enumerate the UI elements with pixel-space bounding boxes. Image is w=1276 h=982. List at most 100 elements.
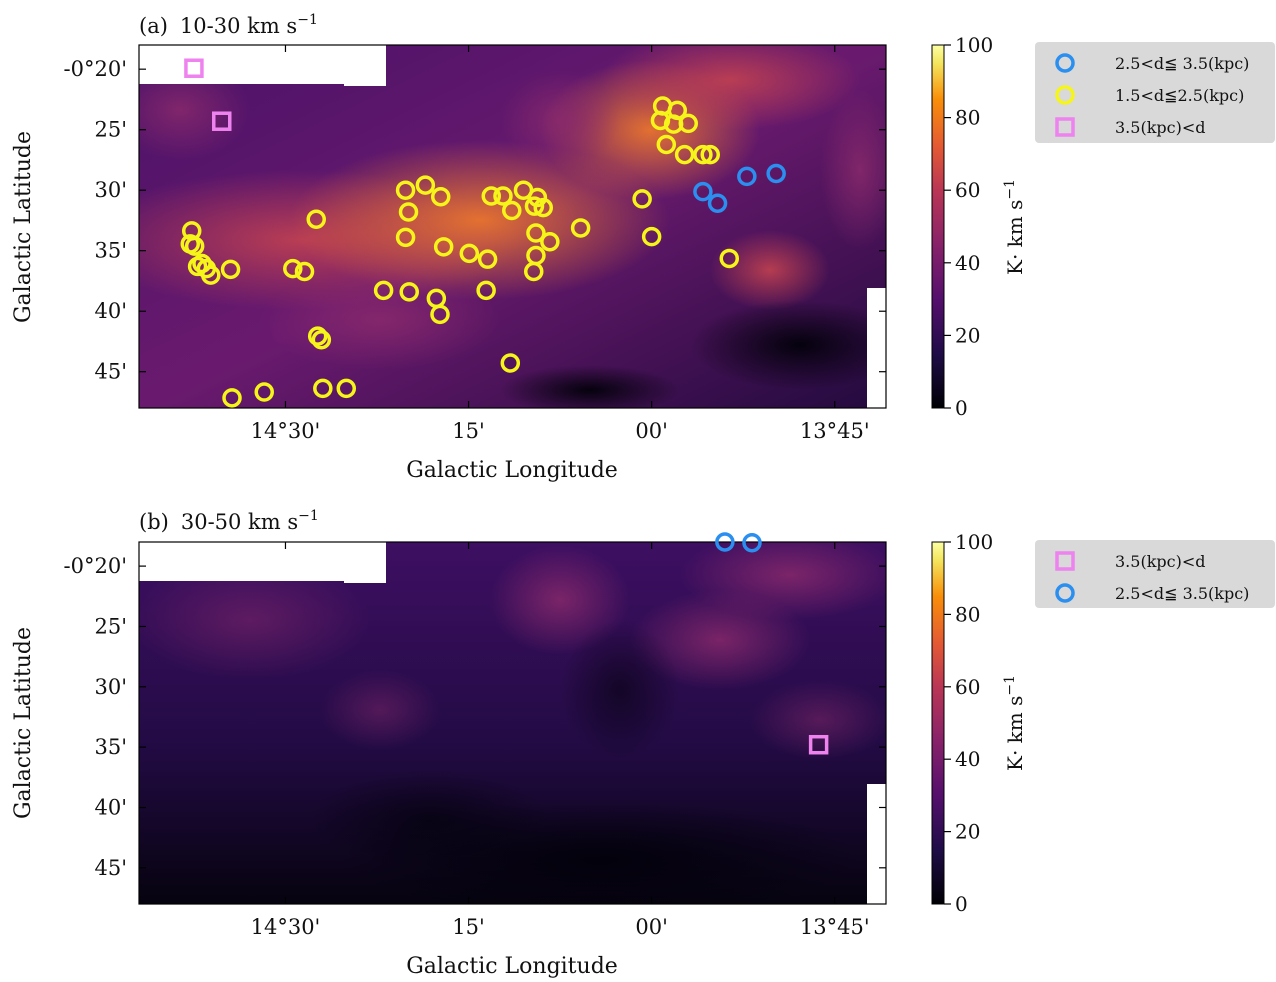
y-tick-label: 30': [95, 675, 128, 699]
marker-yellow-circle-14: [184, 236, 205, 256]
marker-yellow-circle-54: [336, 378, 357, 399]
marker-blue-circle-3: [766, 163, 786, 184]
marker-blue-circle-1: [742, 532, 762, 553]
panel-a-frame: [138, 44, 887, 409]
marker-yellow-circle-8: [700, 144, 720, 165]
x-tick-label: 00': [635, 915, 668, 939]
marker-yellow-circle-24: [398, 202, 419, 222]
marker-pink-square-1: [212, 111, 232, 131]
panel-a-title: (a) 10-30 km s−1: [139, 12, 318, 38]
marker-yellow-circle-50: [500, 353, 521, 373]
colorbar-tick-label: 20: [955, 820, 980, 844]
panel-a-colorbar: [931, 44, 945, 409]
panel-b-legend: [1035, 540, 1275, 608]
panel-b-colorbar: [931, 541, 945, 905]
legend-marker-blue: [1055, 53, 1075, 73]
y-tick-label: 30': [95, 178, 128, 202]
y-tick-label: 35': [95, 239, 128, 263]
panel-b-ylabel: Galactic Latitude: [11, 627, 36, 819]
colorbar-tick-label: 60: [955, 178, 980, 202]
legend-marker-pink: [1055, 551, 1075, 571]
marker-yellow-circle-51: [222, 388, 242, 408]
marker-yellow-circle-19: [220, 259, 241, 280]
panel-b-ticks: 14°30' 15' 00' 13°45' -0°20' 25' 30' 35' 40' 45': [64, 542, 886, 939]
marker-yellow-circle-43: [476, 280, 496, 301]
panel-b-xlabel: Galactic Longitude: [406, 954, 618, 979]
colorbar-tick-label: 80: [955, 602, 980, 626]
legend-label-yellow: 1.5<d≦2.5(kpc): [1115, 86, 1244, 105]
panel-a-intensity-map: [139, 45, 886, 408]
marker-yellow-circle-30: [477, 249, 498, 269]
marker-yellow-circle-21: [294, 261, 315, 282]
colorbar-tick-label: 80: [955, 106, 980, 130]
x-tick-label: 15': [452, 915, 485, 939]
panel-b-frame: [138, 541, 887, 905]
marker-yellow-circle-44: [373, 280, 394, 301]
marker-yellow-circle-10: [641, 226, 662, 247]
panel-a-xlabel: Galactic Longitude: [406, 458, 618, 483]
colorbar-tick-label: 0: [955, 396, 968, 420]
marker-yellow-circle-26: [415, 175, 436, 195]
marker-yellow-circle-47: [430, 304, 450, 325]
colorbar-tick-label: 60: [955, 675, 980, 699]
x-tick-label: 13°45': [800, 419, 870, 443]
marker-yellow-circle-23: [395, 180, 416, 200]
legend-marker-pink: [1055, 117, 1075, 137]
colorbar-tick-label: 100: [955, 33, 993, 57]
x-tick-label: 14°30': [251, 915, 321, 939]
marker-blue-circle-1: [707, 193, 728, 214]
panel-a-ylabel: Galactic Latitude: [11, 131, 36, 323]
panel-a-legend: [1035, 42, 1275, 143]
marker-yellow-circle-20: [283, 258, 303, 279]
marker-yellow-circle-7: [693, 144, 713, 165]
colorbar-tick-label: 100: [955, 530, 993, 554]
marker-yellow-circle-39: [540, 231, 560, 252]
marker-yellow-circle-42: [570, 218, 591, 238]
panel-b-markers: [715, 532, 829, 755]
marker-yellow-circle-53: [313, 378, 333, 399]
marker-yellow-circle-38: [526, 223, 546, 243]
marker-yellow-circle-37: [533, 197, 554, 218]
y-tick-label: 35': [95, 735, 128, 759]
panel-a-markers: [180, 58, 786, 408]
panel-a-colorbar-label: K· km s−1: [1002, 179, 1027, 275]
panel-b-colorbar-ticks: 0 20 40 60 80 100: [944, 530, 993, 916]
legend-label-pink: 3.5(kpc)<d: [1115, 118, 1205, 137]
panel-b-intensity-map: [139, 542, 886, 904]
x-tick-label: 14°30': [251, 419, 321, 443]
y-tick-label: 25': [95, 118, 128, 142]
marker-yellow-circle-41: [523, 261, 544, 282]
marker-blue-circle-2: [737, 166, 757, 187]
y-tick-label: 45': [95, 360, 128, 384]
marker-blue-circle-0: [693, 181, 713, 202]
colorbar-tick-label: 20: [955, 323, 980, 347]
marker-yellow-circle-45: [399, 282, 419, 302]
marker-yellow-circle-9: [632, 189, 652, 209]
y-tick-label: -0°20': [64, 57, 127, 81]
panel-b-legend-entries: 3.5(kpc)<d 2.5<d≦ 3.5(kpc): [1055, 551, 1249, 603]
legend-label-blue: 2.5<d≦ 3.5(kpc): [1115, 584, 1249, 603]
marker-yellow-circle-11: [719, 248, 740, 269]
marker-yellow-circle-48: [307, 326, 328, 346]
panel-b-title: (b) 30-50 km s−1: [139, 508, 319, 534]
marker-yellow-circle-27: [430, 186, 451, 207]
panel-b-colorbar-label: K· km s−1: [1002, 675, 1027, 771]
y-tick-label: 40': [95, 795, 128, 819]
marker-pink-square-0: [808, 734, 829, 755]
y-tick-label: 25': [95, 614, 128, 638]
panel-a: (a) 10-30 km s−1 14°30' 15' 00' 13°45' -0°20'…: [11, 12, 1275, 483]
marker-yellow-circle-32: [493, 186, 513, 206]
marker-yellow-circle-25: [395, 227, 416, 248]
marker-yellow-circle-31: [481, 186, 502, 206]
marker-yellow-circle-49: [311, 330, 332, 350]
panel-a-colorbar-ticks: 0 20 40 60 80 100: [944, 33, 993, 420]
panel-a-ticks: 14°30' 15' 00' 13°45' -0°20' 25' 30' 35' 40' 45': [64, 45, 886, 443]
marker-yellow-circle-6: [674, 144, 695, 165]
legend-label-blue: 2.5<d≦ 3.5(kpc): [1115, 54, 1249, 73]
marker-yellow-circle-22: [306, 209, 326, 229]
marker-yellow-circle-29: [459, 243, 480, 264]
marker-yellow-circle-33: [502, 200, 522, 221]
marker-yellow-circle-35: [527, 187, 548, 208]
x-tick-label: 00': [635, 419, 668, 443]
